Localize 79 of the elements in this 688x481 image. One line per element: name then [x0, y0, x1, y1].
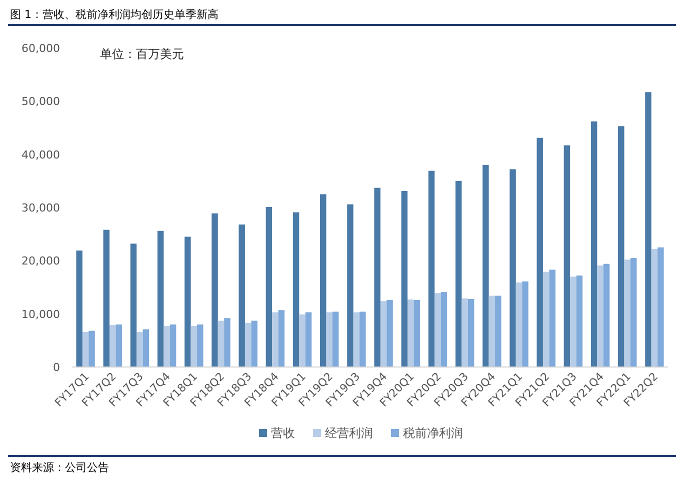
bar [332, 312, 339, 367]
bar [212, 213, 218, 367]
bar [103, 230, 110, 367]
y-tick-label: 30,000 [22, 202, 60, 214]
bar [305, 312, 312, 367]
bar [603, 264, 610, 367]
bar [510, 169, 516, 367]
bar [266, 206, 272, 367]
bar [516, 282, 522, 367]
bar [88, 330, 95, 367]
bar [218, 320, 224, 367]
bar [157, 230, 164, 367]
bar [542, 272, 550, 367]
bar [110, 325, 116, 367]
text: 资料来源：公司公告 [10, 461, 109, 474]
bar [434, 293, 441, 367]
bar [651, 248, 658, 367]
bar [576, 276, 583, 367]
annotation: 单位：百万美元 [100, 47, 184, 61]
bar [468, 298, 474, 367]
y-tick-label: 40,000 [22, 148, 60, 162]
bar [76, 250, 82, 367]
bar [495, 296, 502, 367]
legend-label: 经营利润 [325, 426, 373, 440]
bar [522, 281, 528, 367]
bar [455, 180, 462, 367]
bar [164, 326, 170, 367]
bar [272, 312, 278, 367]
bar [570, 276, 576, 367]
legend-label: 营收 [271, 426, 295, 440]
bar [618, 126, 624, 367]
y-tick-label: 50,000 [22, 95, 60, 108]
bar [462, 298, 468, 367]
bar [488, 296, 496, 367]
bar [597, 265, 604, 367]
bar [238, 224, 245, 367]
bar [184, 236, 191, 367]
y-tick-label: 0 [53, 361, 60, 374]
bar [408, 299, 414, 367]
bar [401, 191, 408, 367]
bar [658, 247, 664, 367]
y-tick-label: 60,000 [22, 42, 60, 55]
bar [278, 310, 285, 367]
bar [428, 170, 435, 367]
bar [590, 121, 598, 367]
bar [536, 138, 543, 367]
bar [197, 324, 204, 367]
bar [360, 312, 366, 367]
bar [130, 244, 137, 367]
bar [299, 314, 306, 367]
bar [386, 300, 393, 367]
title: 图 1：营收、税前净利润均创历史单季新高 [10, 8, 218, 21]
bar [326, 312, 332, 367]
bar [251, 320, 258, 367]
bar [142, 329, 150, 367]
bar [374, 188, 380, 367]
y-tick-label: 20,000 [22, 254, 60, 268]
bar [82, 332, 89, 367]
y-tick-label: 10,000 [22, 308, 60, 321]
bar [347, 204, 354, 367]
bar [482, 164, 489, 367]
bar [170, 324, 176, 367]
bar [645, 92, 652, 367]
bar [624, 260, 630, 367]
bar [244, 322, 252, 367]
bar [136, 332, 143, 367]
bar [190, 326, 198, 367]
bar [116, 324, 122, 367]
bar [630, 258, 637, 367]
bar [353, 312, 360, 367]
legend-label: 税前净利润 [403, 426, 463, 440]
bar [224, 318, 230, 367]
bar [549, 270, 556, 367]
bar [564, 145, 570, 367]
bar [414, 300, 420, 367]
bar [440, 292, 448, 367]
bar [380, 301, 387, 367]
bar [292, 212, 300, 367]
bar [320, 194, 326, 367]
